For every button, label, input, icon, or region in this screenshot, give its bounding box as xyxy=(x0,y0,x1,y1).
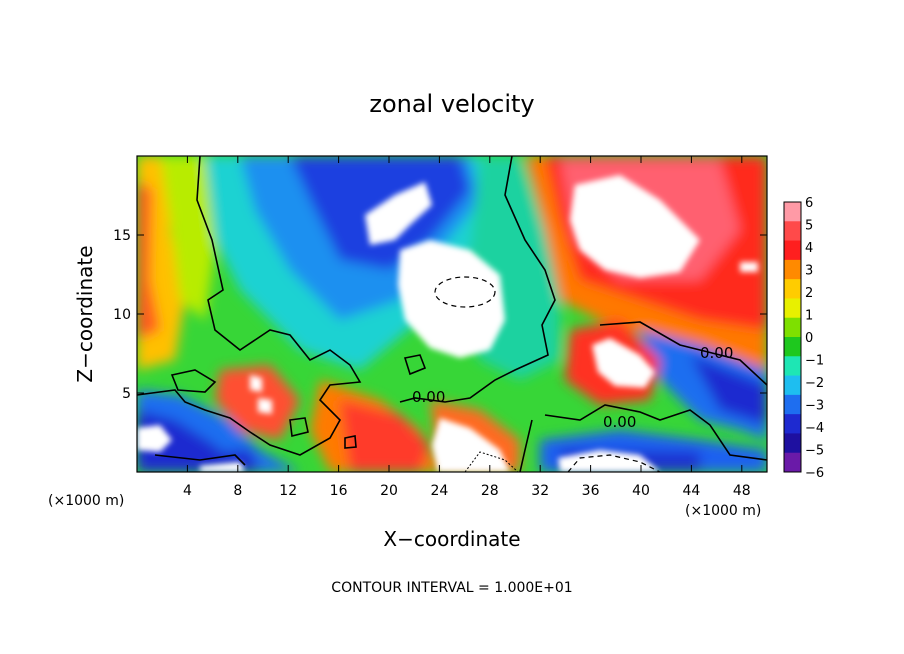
colorbar-swatch xyxy=(784,298,801,319)
x-tick-label: 44 xyxy=(682,483,700,499)
colorbar-tick-label: 5 xyxy=(805,219,813,234)
colorbar-tick-label: 6 xyxy=(805,196,813,211)
x-tick-label: 4 xyxy=(183,483,192,499)
colorbar-tick-label: −4 xyxy=(805,421,824,436)
colorbar-swatch xyxy=(784,259,801,280)
saturated-region-right-blob xyxy=(592,338,655,388)
colorbar-tick-label: −3 xyxy=(805,399,824,414)
contour-label: 0.00 xyxy=(412,388,445,406)
colorbar-tick-label: 0 xyxy=(805,331,813,346)
saturated-region-upper-right xyxy=(570,175,700,278)
heatmap-field xyxy=(137,156,767,472)
contour-label: 0.00 xyxy=(700,344,733,362)
colorbar-tick-label: −6 xyxy=(805,466,824,481)
colorbar-swatch xyxy=(784,394,801,415)
x-unit-label: (×1000 m) xyxy=(48,493,124,509)
colorbar-tick-label: −2 xyxy=(805,376,824,391)
colorbar-swatch xyxy=(784,375,801,396)
colorbar-tick-label: −5 xyxy=(805,444,824,459)
colorbar-swatch xyxy=(784,279,801,299)
colorbar xyxy=(783,201,802,473)
y-axis-ticks: 5 10 15 xyxy=(113,228,767,402)
colorbar-swatch xyxy=(784,202,801,222)
zero-contour-right xyxy=(399,156,556,403)
x-axis-label: X−coordinate xyxy=(383,527,520,551)
x-tick-label: 16 xyxy=(330,483,348,499)
y-tick-label: 10 xyxy=(113,307,131,323)
colorbar-swatch xyxy=(784,452,801,473)
colorbar-swatch xyxy=(784,337,801,357)
colorbar-tick-label: 3 xyxy=(805,264,813,279)
x-tick-label: 8 xyxy=(233,483,242,499)
x-unit-label-right: (×1000 m) xyxy=(685,503,761,519)
colorbar-swatch xyxy=(784,317,801,338)
saturated-region-center xyxy=(398,240,505,358)
colorbar-tick-label: 1 xyxy=(805,309,813,324)
contour-label: 0.00 xyxy=(603,413,636,431)
x-tick-label: 40 xyxy=(632,483,650,499)
x-axis-ticks: 4 8 12 16 20 24 28 32 36 40 44 48 xyxy=(183,156,751,499)
x-tick-label: 36 xyxy=(582,483,600,499)
colorbar-tick-label: 2 xyxy=(805,286,813,301)
y-axis-label: Z−coordinate xyxy=(73,245,97,382)
saturated-region-top xyxy=(365,182,432,245)
colorbar-swatch xyxy=(784,414,801,434)
colorbar-tick-label: −1 xyxy=(805,354,824,369)
colorbar-tick-label: 4 xyxy=(805,241,813,256)
y-tick-label: 15 xyxy=(113,228,131,244)
x-tick-label: 28 xyxy=(481,483,499,499)
colorbar-swatch xyxy=(784,356,801,377)
colorbar-swatch xyxy=(784,240,801,261)
colorbar-ticks: 6 5 4 3 2 1 0 −1 −2 −3 −4 −5 −6 xyxy=(805,196,824,481)
x-tick-label: 24 xyxy=(430,483,448,499)
dashed-contour-center xyxy=(434,276,496,308)
chart-title: zonal velocity xyxy=(369,90,534,118)
colorbar-swatch xyxy=(784,433,801,454)
x-tick-label: 32 xyxy=(531,483,549,499)
colorbar-frame xyxy=(783,201,802,473)
x-tick-label: 20 xyxy=(380,483,398,499)
zero-contour-left xyxy=(137,156,362,456)
x-tick-label: 48 xyxy=(733,483,751,499)
x-tick-label: 12 xyxy=(279,483,297,499)
colorbar-swatch xyxy=(784,221,801,242)
y-tick-label: 5 xyxy=(122,386,131,402)
contour-interval-note: CONTOUR INTERVAL = 1.000E+01 xyxy=(331,580,572,596)
